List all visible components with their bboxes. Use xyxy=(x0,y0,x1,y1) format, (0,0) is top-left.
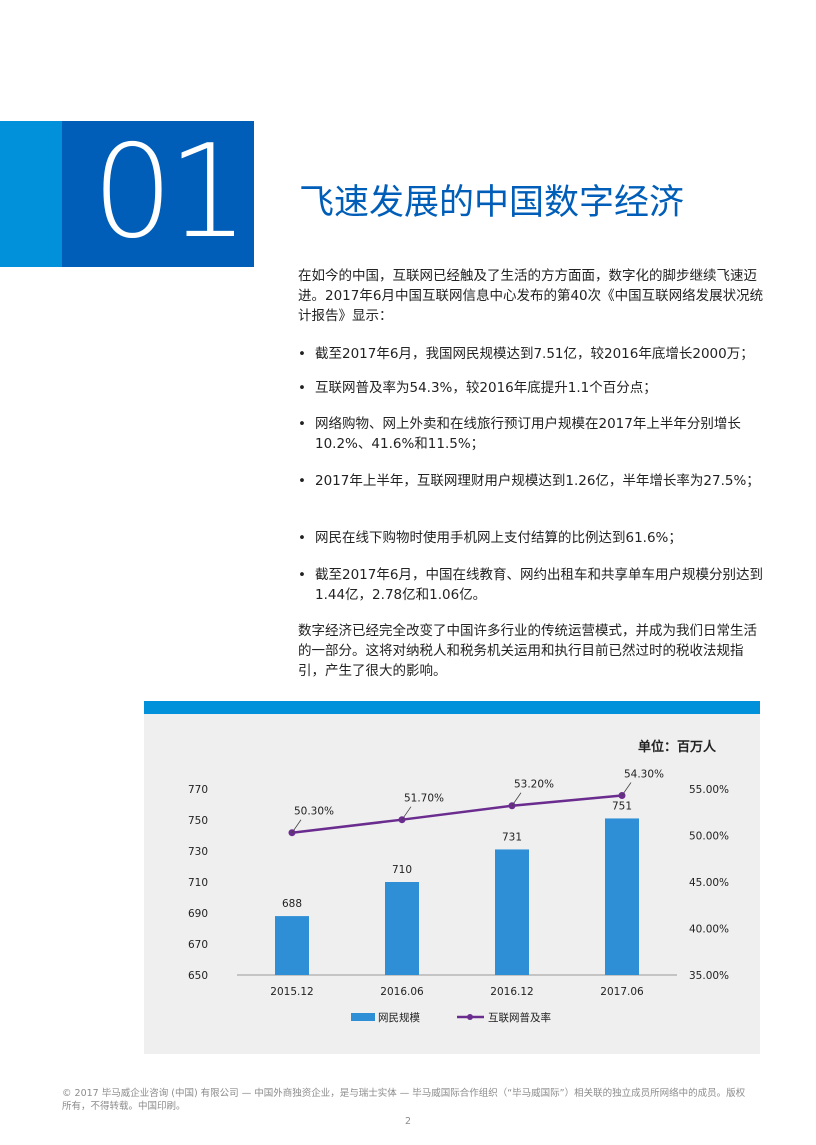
y2-tick-label: 55.00% xyxy=(689,784,729,796)
chapter-accent-block xyxy=(0,121,62,267)
bar-value-label: 751 xyxy=(612,800,632,812)
bar xyxy=(605,818,639,975)
bullet-text: 截至2017年6月，中国在线教育、网约出租车和共享单车用户规模分别达到1.44亿… xyxy=(315,567,763,603)
line-label-leader xyxy=(621,782,632,796)
legend-line-marker xyxy=(467,1014,473,1020)
bar xyxy=(495,849,529,975)
y-tick-label: 650 xyxy=(188,970,208,982)
conclusion-paragraph: 数字经济已经完全改变了中国许多行业的传统运营模式，并成为我们日常生活的一部分。这… xyxy=(298,623,757,679)
bar xyxy=(385,882,419,975)
line-value-label: 54.30% xyxy=(624,769,664,781)
bullet-text: 2017年上半年，互联网理财用户规模达到1.26亿，半年增长率为27.5%； xyxy=(315,473,760,489)
bar-value-label: 710 xyxy=(392,864,412,876)
bullet-dot: • xyxy=(298,567,306,583)
bullet-text: 网民在线下购物时使用手机网上支付结算的比例达到61.6%； xyxy=(315,530,682,546)
chart: 单位：百万人 650 670 690 710 730 750 770 35.00% 40.00%… xyxy=(188,739,729,1024)
line-value-label: 51.70% xyxy=(404,793,444,805)
legend-bar-label: 网民规模 xyxy=(378,1011,420,1024)
bullet-dot: • xyxy=(298,346,306,362)
bullet-dot: • xyxy=(298,380,306,396)
bullet-text: 网络购物、网上外卖和在线旅行预订用户规模在2017年上半年分别增长10.2%、4… xyxy=(315,416,741,452)
chapter-number: 01 xyxy=(92,118,249,267)
bar-value-label: 688 xyxy=(282,898,302,910)
line-value-label: 53.20% xyxy=(514,779,554,791)
y-tick-label: 730 xyxy=(188,846,208,858)
chapter-number-block xyxy=(62,121,254,267)
line-label-leader xyxy=(291,819,302,833)
bullet-text: 截至2017年6月，我国网民规模达到7.51亿，较2016年底增长2000万； xyxy=(315,346,754,362)
bullet-dot: • xyxy=(298,473,306,489)
y2-tick-label: 40.00% xyxy=(689,924,729,936)
legend-bar-swatch xyxy=(351,1013,375,1021)
page-number: 2 xyxy=(404,1116,412,1127)
line-label-leader xyxy=(401,806,412,820)
y-tick-label: 770 xyxy=(188,784,208,796)
bullet-dot: • xyxy=(298,416,306,432)
y-tick-label: 670 xyxy=(188,939,208,951)
line-label-leader xyxy=(511,792,522,806)
chapter-title: 飞速发展的中国数字经济 xyxy=(299,183,685,223)
chart-top-bar xyxy=(144,701,760,714)
y-tick-label: 750 xyxy=(188,815,208,827)
chart-unit-label: 单位：百万人 xyxy=(638,739,717,755)
chart-panel xyxy=(144,714,760,1054)
x-tick-label: 2016.06 xyxy=(380,986,424,998)
y2-tick-label: 50.00% xyxy=(689,831,729,843)
x-tick-label: 2016.12 xyxy=(490,986,533,998)
line-value-label: 50.30% xyxy=(294,806,334,818)
y-tick-label: 690 xyxy=(188,908,208,920)
intro-paragraph: 在如今的中国，互联网已经触及了生活的方方面面，数字化的脚步继续飞速迈进。2017… xyxy=(298,268,764,324)
footer-copyright: © 2017 毕马威企业咨询 (中国) 有限公司 — 中国外商独资企业，是与瑞士… xyxy=(62,1088,746,1112)
bar-value-label: 731 xyxy=(502,831,522,843)
y-tick-label: 710 xyxy=(188,877,208,889)
legend-line-label: 互联网普及率 xyxy=(488,1011,551,1024)
bar xyxy=(275,916,309,975)
x-tick-label: 2017.06 xyxy=(600,986,644,998)
y2-tick-label: 35.00% xyxy=(689,970,729,982)
x-tick-label: 2015.12 xyxy=(270,986,313,998)
bullet-dot: • xyxy=(298,530,306,546)
line-point xyxy=(618,792,626,800)
line-series xyxy=(291,794,623,834)
bullet-text: 互联网普及率为54.3%，较2016年底提升1.1个百分点； xyxy=(315,380,657,396)
y2-tick-label: 45.00% xyxy=(689,877,729,889)
line-point xyxy=(288,829,296,837)
